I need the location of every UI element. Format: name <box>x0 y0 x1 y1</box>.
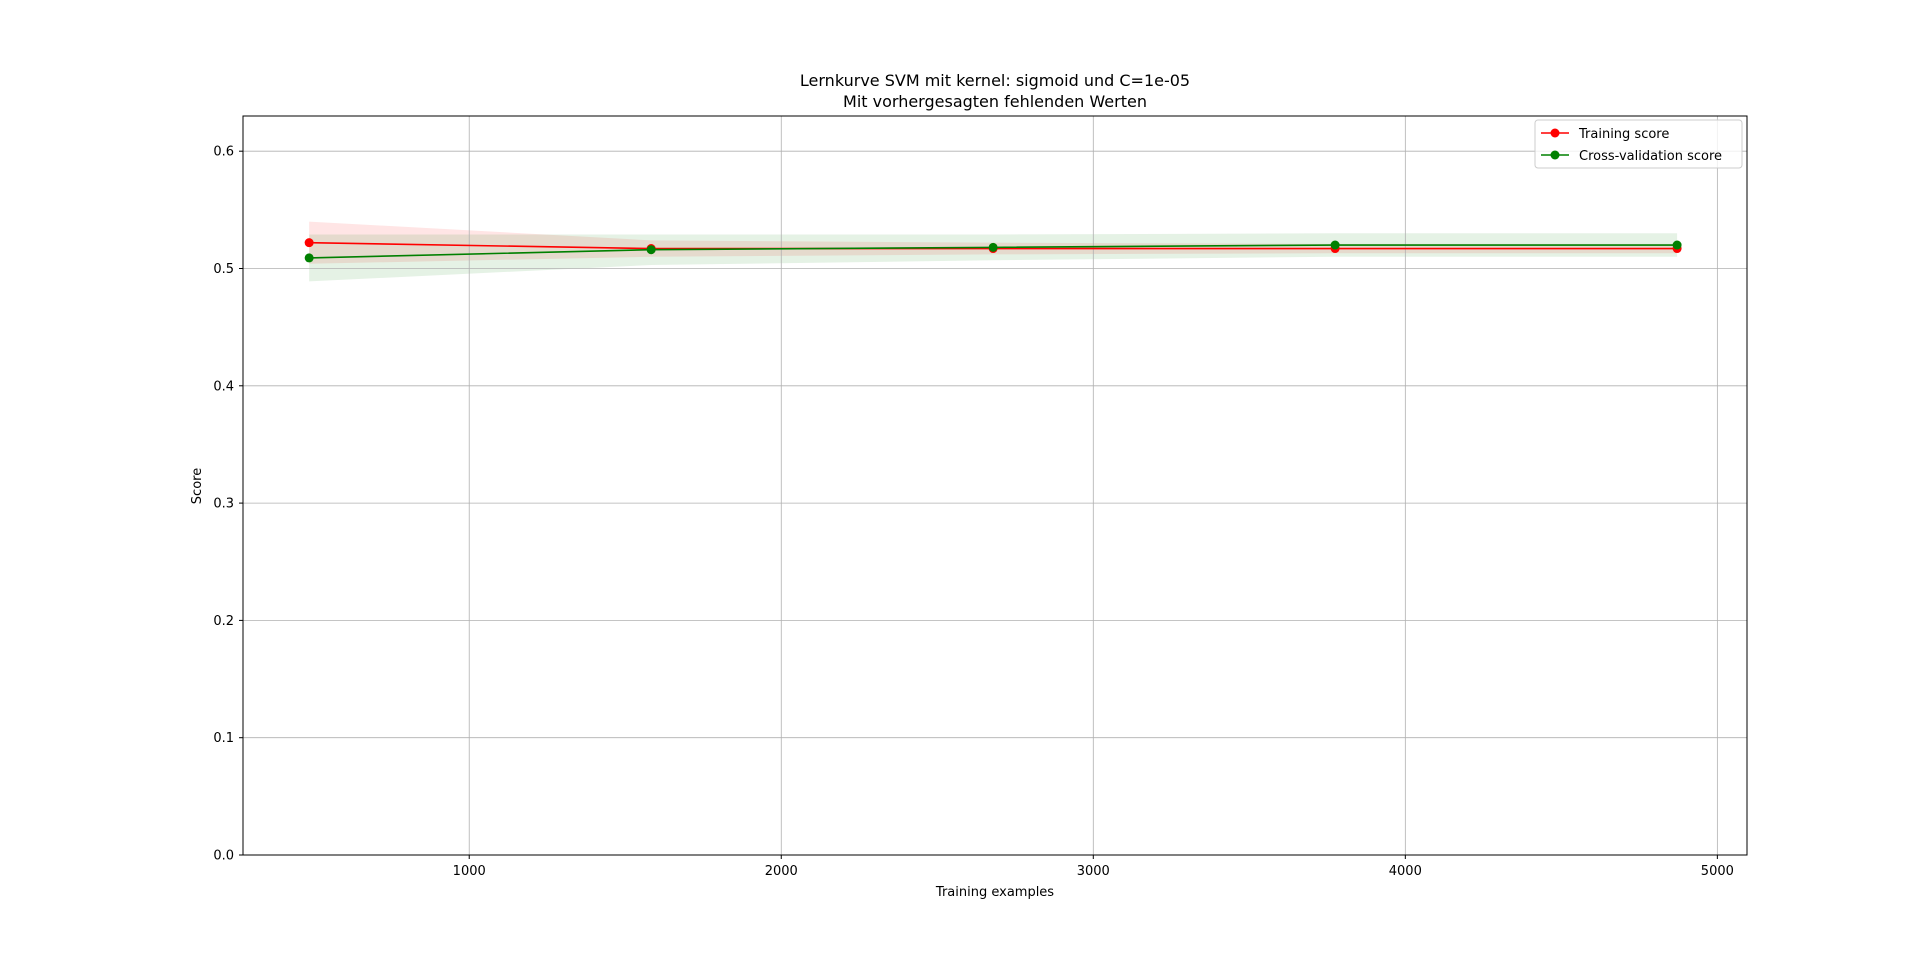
point-cross-validation-score-4 <box>1672 240 1682 250</box>
point-cross-validation-score-0 <box>304 253 314 263</box>
x-tick-label-1000: 1000 <box>453 864 486 879</box>
point-training-score-0 <box>304 238 314 248</box>
point-cross-validation-score-3 <box>1330 240 1340 250</box>
legend-box <box>1534 119 1743 169</box>
x-tick-label-3000: 3000 <box>1077 864 1110 879</box>
legend-label-cross-validation-score: Cross-validation score <box>1579 149 1722 164</box>
y-tick-label-0.4: 0.4 <box>213 379 234 394</box>
plot-frame <box>242 115 1748 856</box>
x-tick-label-2000: 2000 <box>765 864 798 879</box>
grid-lines <box>243 116 1747 856</box>
chart-title: Lernkurve SVM mit kernel: sigmoid und C=… <box>800 71 1190 90</box>
band-cross-validation-score <box>309 233 1678 282</box>
y-tick-label-0.0: 0.0 <box>213 849 234 864</box>
legend-label-training-score: Training score <box>1578 127 1669 142</box>
y-tick-label-0.1: 0.1 <box>213 731 234 746</box>
y-tick-label-0.3: 0.3 <box>213 497 234 512</box>
legend-marker-training-score <box>1550 128 1560 138</box>
y-tick-label-0.6: 0.6 <box>213 145 234 160</box>
x-tick-label-4000: 4000 <box>1389 864 1422 879</box>
x-axis-label: Training examples <box>935 885 1054 900</box>
x-tick-label-5000: 5000 <box>1701 864 1734 879</box>
point-cross-validation-score-2 <box>988 242 998 252</box>
legend: Training score Cross-validation score <box>1534 119 1743 169</box>
y-tick-label-0.5: 0.5 <box>213 262 234 277</box>
y-axis-label: Score <box>190 468 205 504</box>
chart-subtitle: Mit vorhergesagten fehlenden Werten <box>843 92 1147 111</box>
series-points <box>304 238 1682 263</box>
y-tick-label-0.2: 0.2 <box>213 614 234 629</box>
point-cross-validation-score-1 <box>646 245 656 255</box>
axis-ticks: 1000 2000 3000 4000 5000 0.0 0.1 0.2 0.3 0.4 0.5 0.… <box>213 145 1734 879</box>
legend-marker-cross-validation-score <box>1550 150 1560 160</box>
